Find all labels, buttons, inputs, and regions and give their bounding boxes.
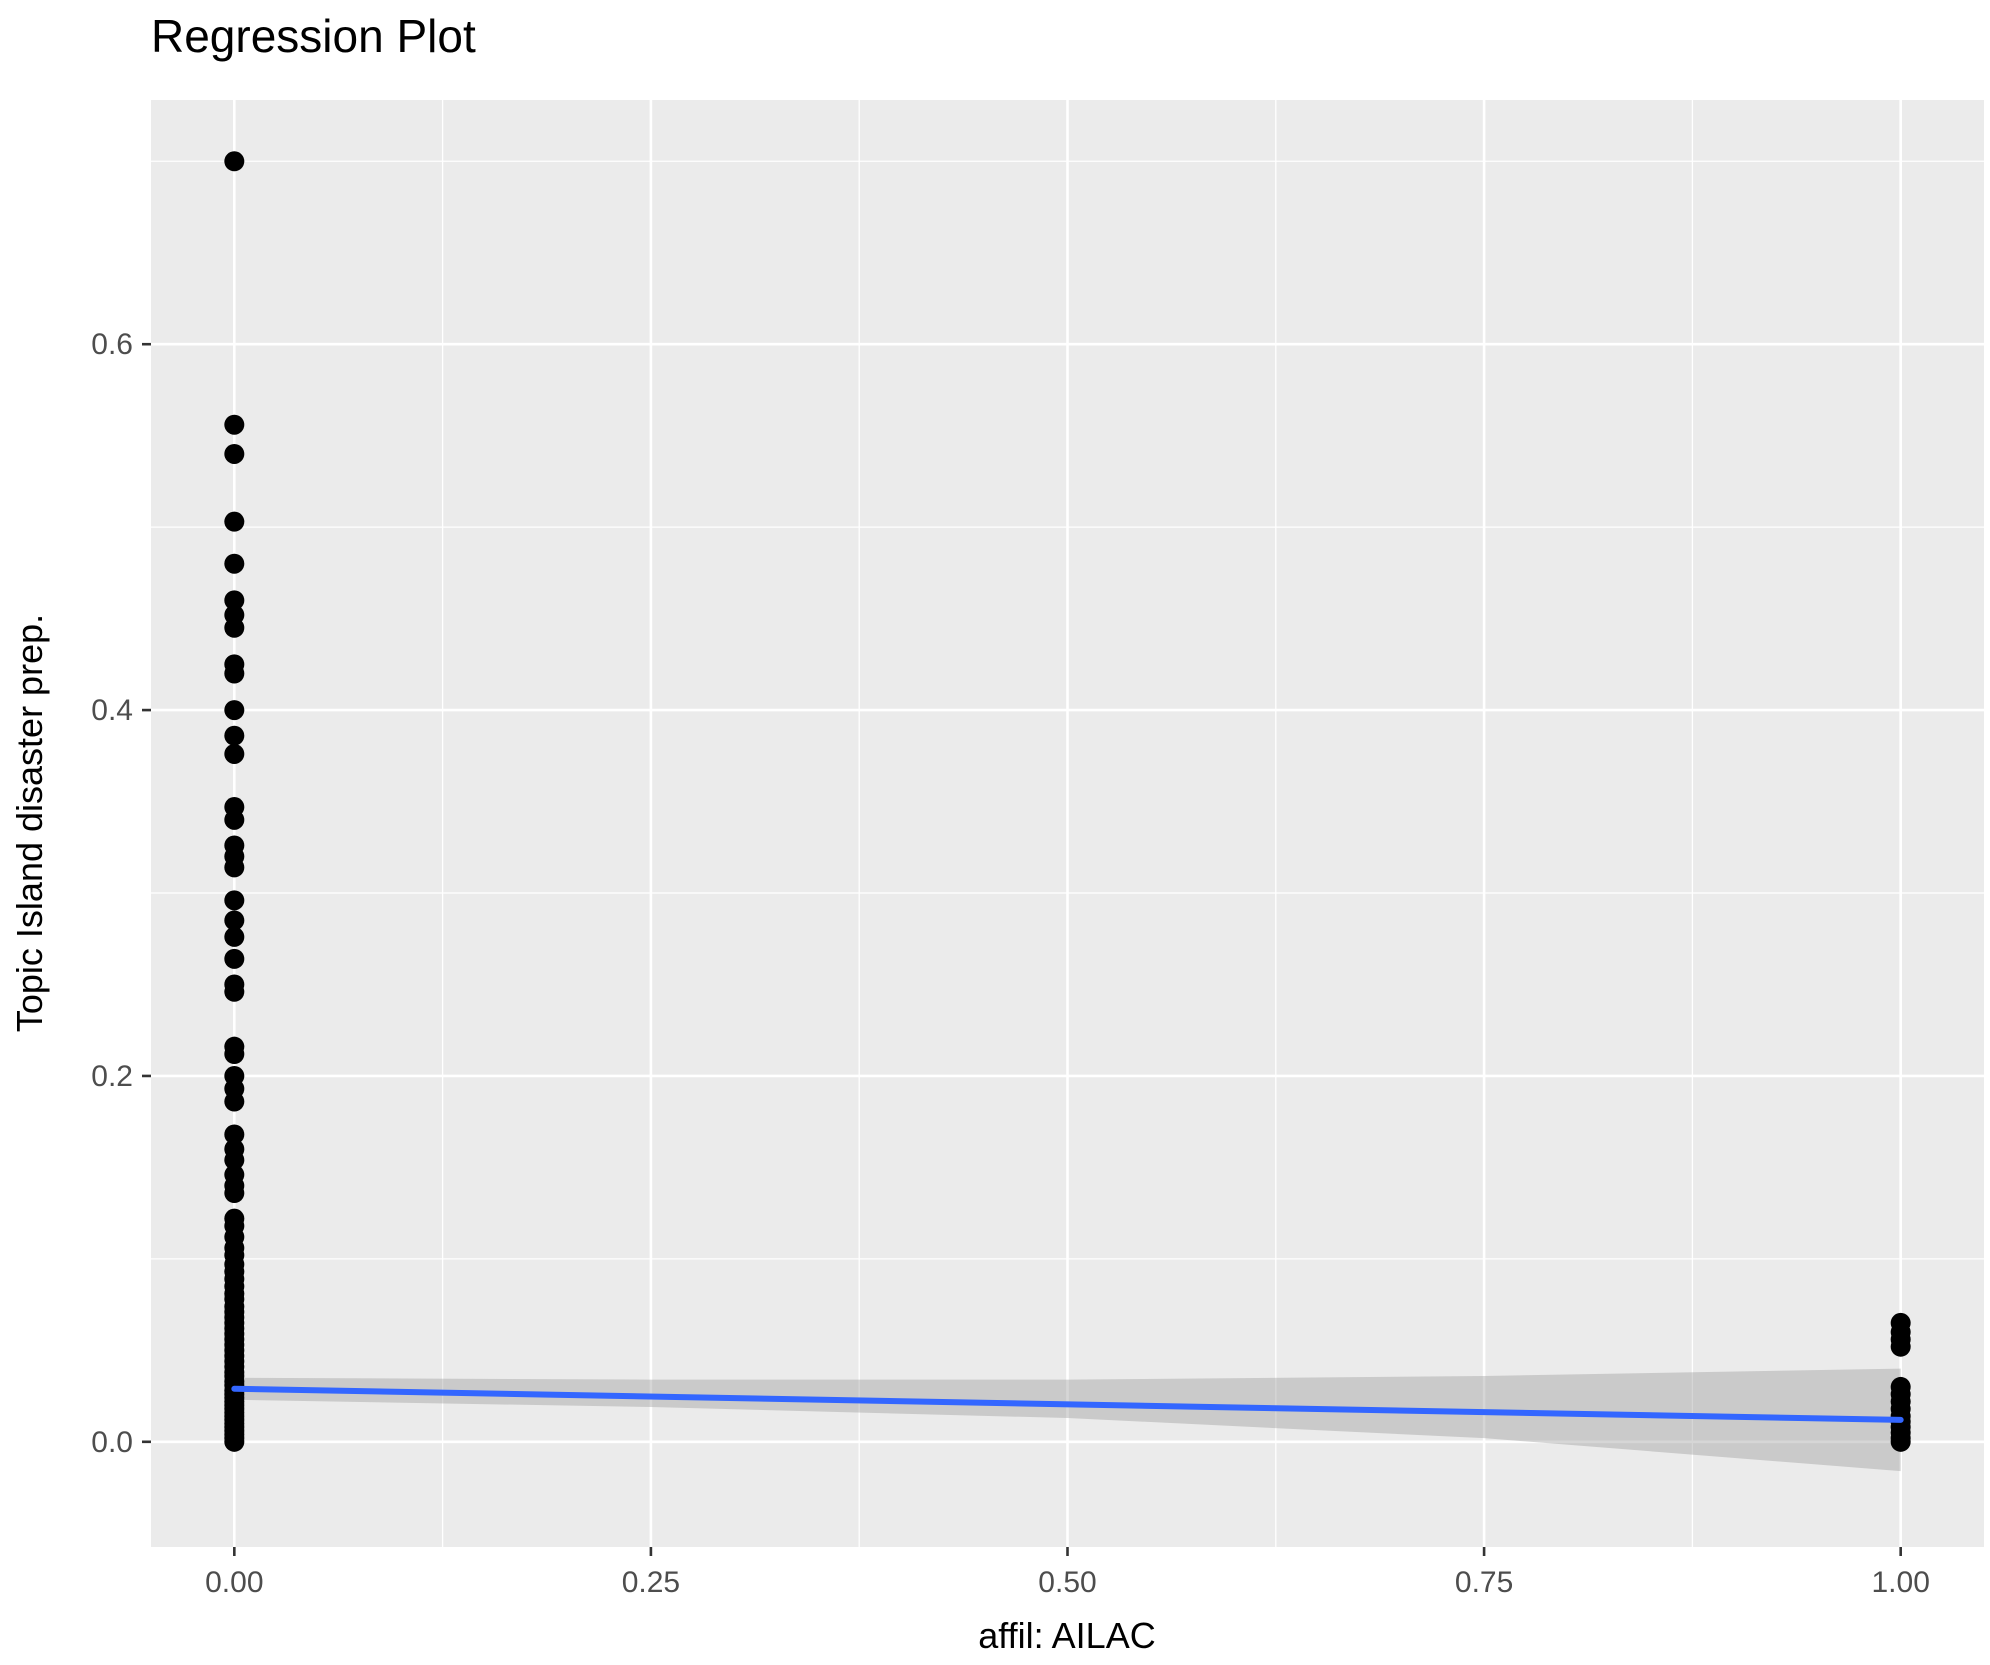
y-tick-label: 0.2	[91, 1060, 133, 1093]
data-point	[224, 553, 245, 574]
y-axis-title: Topic Island disaster prep.	[9, 614, 50, 1032]
data-point	[224, 590, 245, 611]
data-point	[224, 857, 245, 878]
data-point	[224, 700, 245, 721]
gridlines	[151, 100, 1984, 1547]
data-point	[224, 1043, 245, 1064]
y-tick-label: 0.4	[91, 694, 133, 727]
x-axis-title: affil: AILAC	[978, 1615, 1155, 1656]
data-point	[224, 809, 245, 830]
data-point	[224, 725, 245, 746]
data-point	[224, 981, 245, 1002]
data-point	[224, 926, 245, 947]
data-point	[224, 1091, 245, 1112]
regression-fit-line	[231, 1385, 1904, 1423]
x-tick-label: 0.00	[205, 1566, 263, 1599]
data-point	[224, 890, 245, 911]
y-tick-label: 0.6	[91, 328, 133, 361]
regression-line	[231, 1385, 1904, 1423]
data-point	[224, 948, 245, 969]
data-point	[224, 1431, 245, 1452]
data-point	[224, 1124, 245, 1145]
data-point	[224, 617, 245, 638]
plot-title: Regression Plot	[151, 10, 476, 62]
x-tick-label: 0.25	[622, 1566, 680, 1599]
axes: 0.00 0.25 0.50 0.75 1.00 0.0 0.2 0.4 0.6	[91, 328, 1930, 1599]
data-point	[1890, 1336, 1911, 1357]
data-point	[224, 1150, 245, 1171]
data-point	[224, 1183, 245, 1204]
x-tick-label: 0.75	[1455, 1566, 1513, 1599]
x-tick-label: 0.50	[1038, 1566, 1096, 1599]
data-point	[224, 511, 245, 532]
data-point	[224, 663, 245, 684]
y-tick-label: 0.0	[91, 1426, 133, 1459]
data-point	[224, 151, 245, 172]
data-point	[224, 743, 245, 764]
data-point	[1890, 1431, 1911, 1452]
x-tick-label: 1.00	[1871, 1566, 1929, 1599]
scatter-points	[224, 151, 1911, 1452]
data-point	[224, 414, 245, 435]
data-point	[224, 443, 245, 464]
data-point	[224, 910, 245, 931]
